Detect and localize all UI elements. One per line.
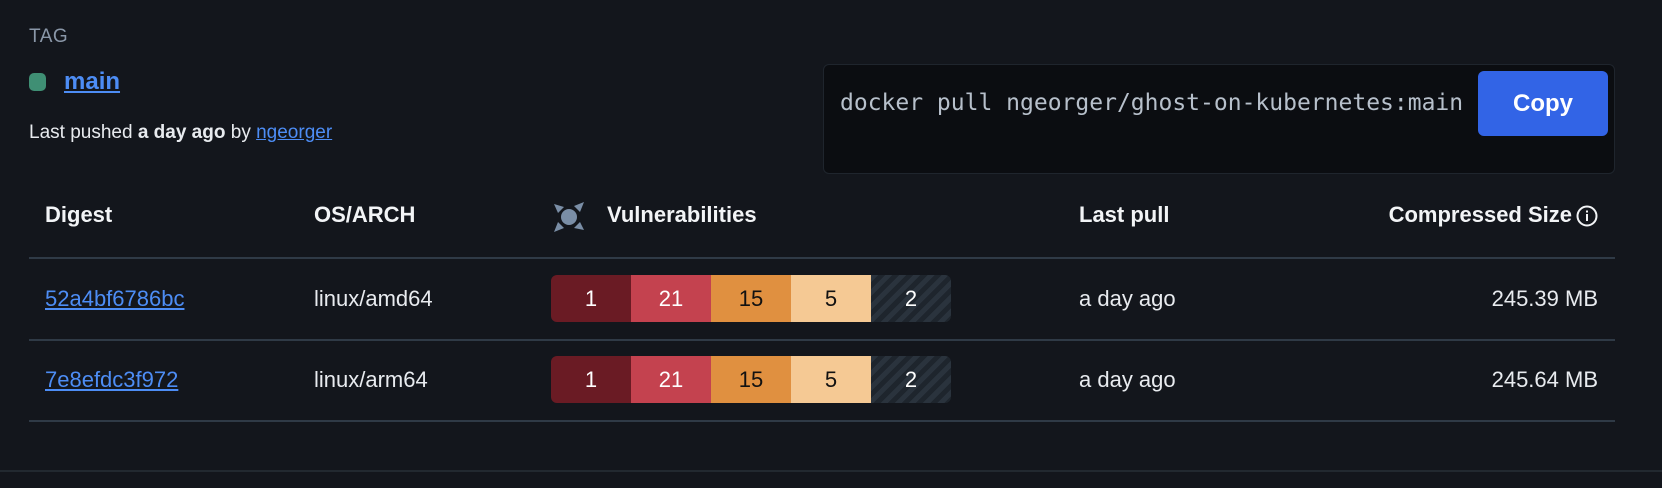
- compressed-size: 245.64 MB: [1491, 367, 1598, 392]
- scout-icon: [552, 200, 586, 234]
- info-icon[interactable]: [1576, 205, 1598, 227]
- unspecified-count: 2: [871, 275, 951, 322]
- os-arch: linux/arm64: [314, 367, 428, 392]
- last-pushed-info: Last pushed a day ago by ngeorger: [29, 122, 332, 144]
- high-count: 21: [631, 275, 711, 322]
- tag-status-icon: [29, 73, 46, 91]
- pushed-by-prefix: by: [230, 122, 251, 143]
- tag-section-label: TAG: [29, 26, 69, 47]
- unspecified-count: 2: [871, 356, 951, 403]
- low-count: 5: [791, 356, 871, 403]
- last-pull: a day ago: [1079, 367, 1176, 392]
- medium-count: 15: [711, 356, 791, 403]
- pull-command-box: docker pull ngeorger/ghost-on-kubernetes…: [823, 64, 1615, 174]
- last-pull: a day ago: [1079, 286, 1176, 311]
- digest-link[interactable]: 7e8efdc3f972: [45, 367, 179, 392]
- os-arch: linux/amd64: [314, 286, 433, 311]
- medium-count: 15: [711, 275, 791, 322]
- pushed-by-link[interactable]: ngeorger: [256, 122, 333, 143]
- high-count: 21: [631, 356, 711, 403]
- pushed-prefix: Last pushed: [29, 122, 133, 143]
- low-count: 5: [791, 275, 871, 322]
- vulnerability-bar[interactable]: 1 21 15 5 2: [551, 356, 951, 403]
- digest-link[interactable]: 52a4bf6786bc: [45, 286, 185, 311]
- row-divider: [29, 339, 1615, 341]
- header-vulnerabilities: Vulnerabilities: [607, 202, 757, 227]
- header-os-arch: OS/ARCH: [314, 202, 416, 227]
- pull-command-text[interactable]: docker pull ngeorger/ghost-on-kubernetes…: [840, 90, 1464, 116]
- critical-count: 1: [551, 356, 631, 403]
- pushed-when: a day ago: [137, 122, 226, 143]
- section-divider: [0, 470, 1662, 472]
- compressed-size: 245.39 MB: [1491, 286, 1598, 311]
- vulnerability-bar[interactable]: 1 21 15 5 2: [551, 275, 951, 322]
- header-last-pull: Last pull: [1079, 202, 1170, 227]
- header-compressed-size: Compressed Size: [1388, 202, 1572, 227]
- header-divider: [29, 257, 1615, 259]
- row-divider: [29, 420, 1615, 422]
- critical-count: 1: [551, 275, 631, 322]
- tag-name-link[interactable]: main: [64, 68, 121, 95]
- copy-button[interactable]: Copy: [1478, 71, 1608, 136]
- header-digest: Digest: [45, 202, 113, 227]
